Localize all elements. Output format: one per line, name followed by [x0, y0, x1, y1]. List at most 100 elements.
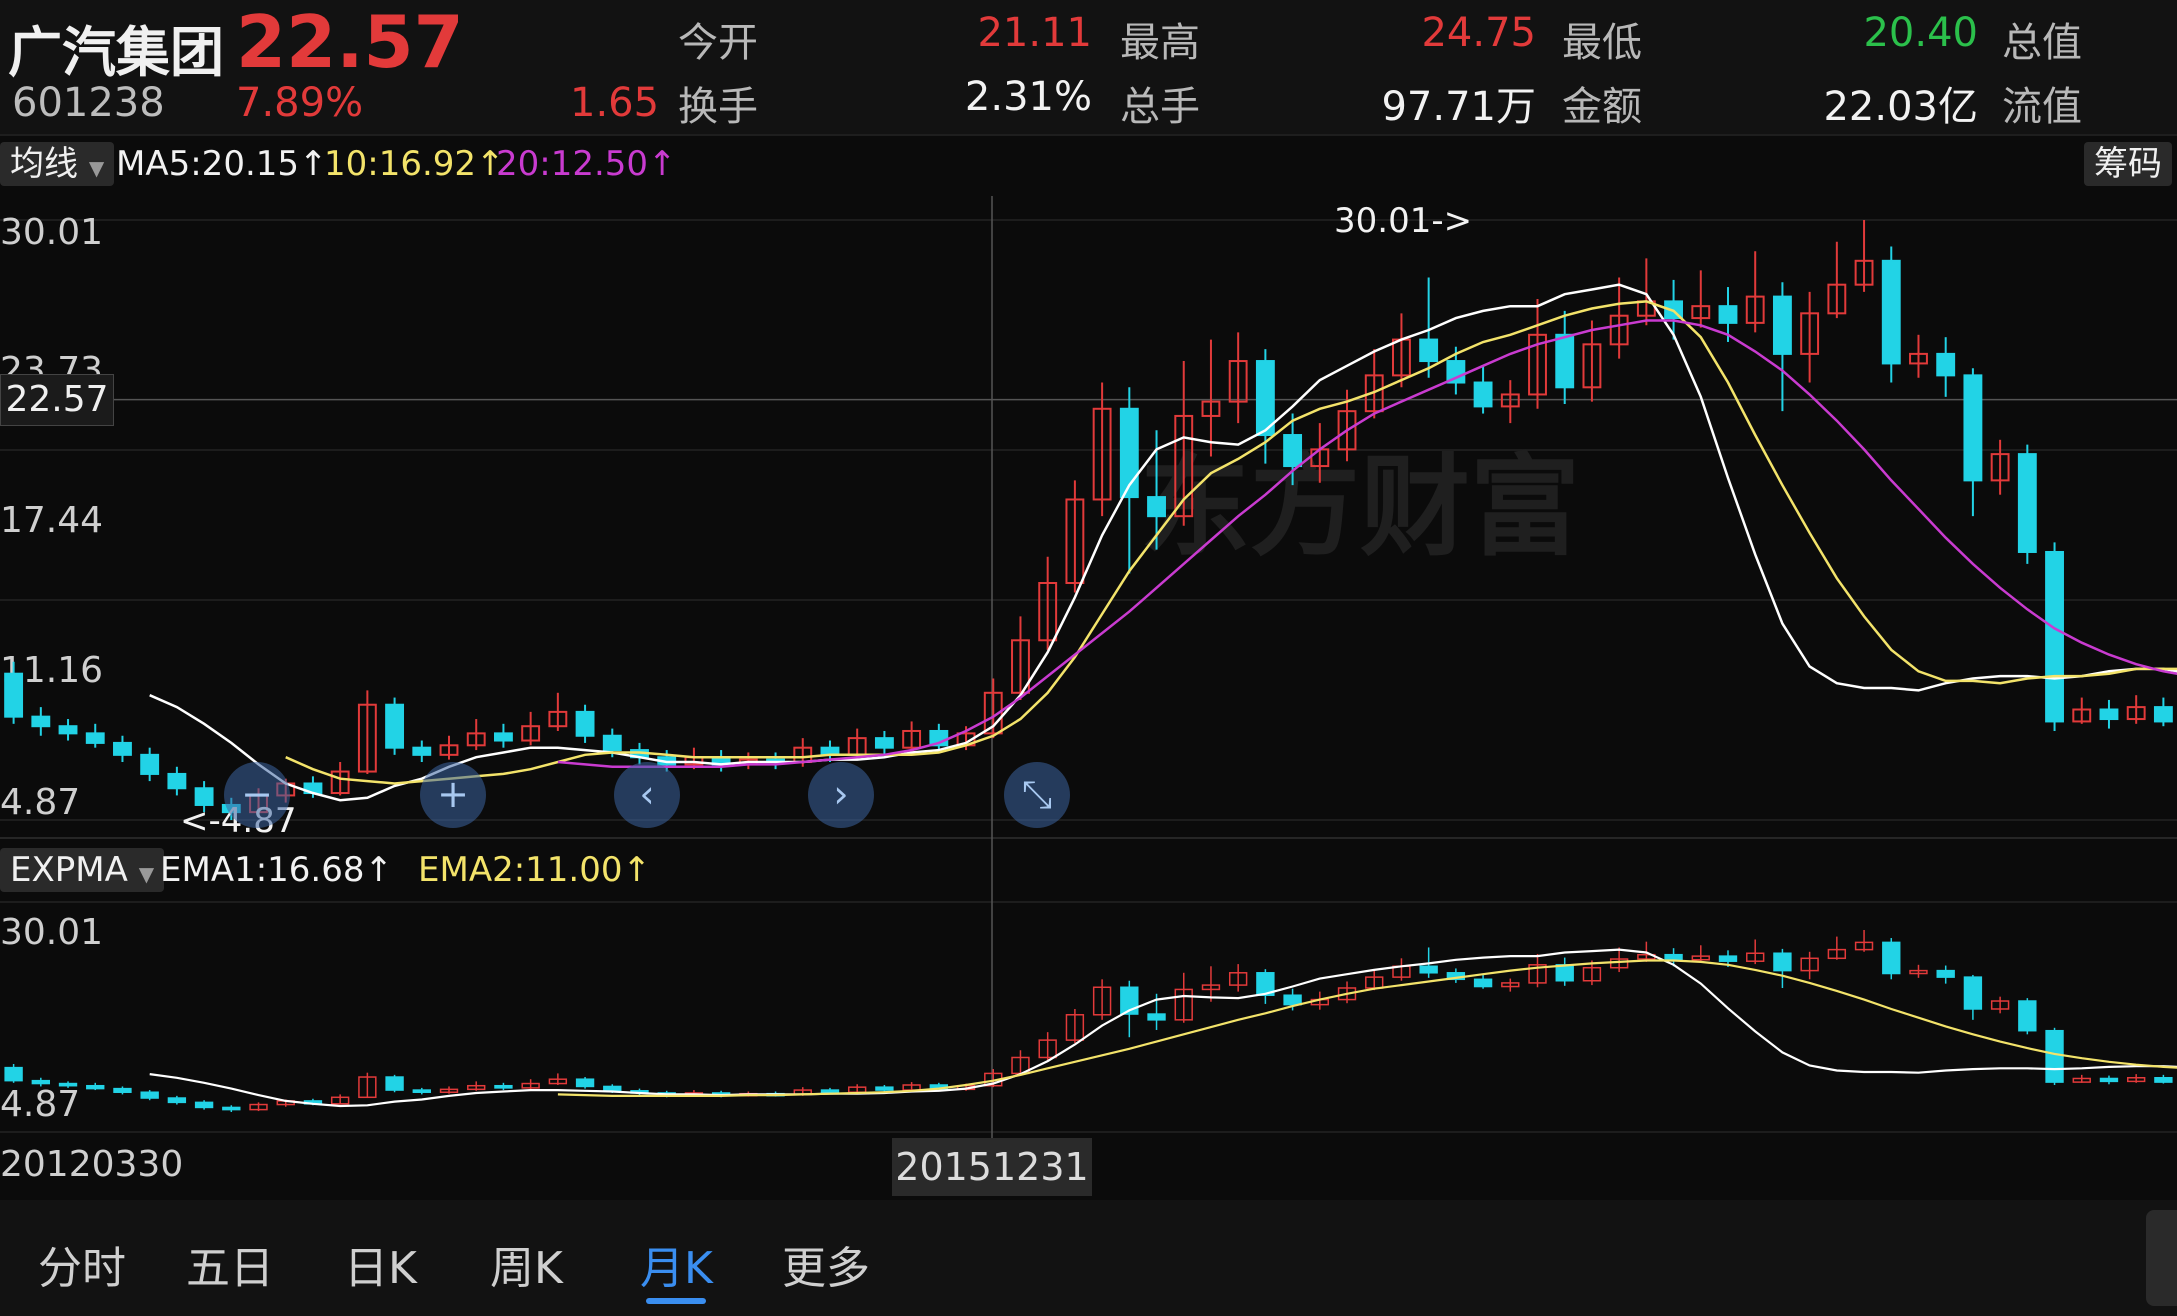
- candle-body: [412, 746, 432, 756]
- float-value-label: 流值: [2002, 84, 2082, 130]
- high-annotation: 30.01->: [1334, 201, 1472, 241]
- sub-candle-body: [548, 1078, 568, 1085]
- shrink-icon[interactable]: ⤡: [1004, 762, 1070, 828]
- sub-candle-body: [167, 1097, 187, 1104]
- candle-body: [1364, 374, 1384, 413]
- chips-button[interactable]: 筹码: [2084, 142, 2172, 186]
- y-tick-label: 4.87: [0, 782, 80, 823]
- candle-body: [1201, 400, 1221, 417]
- ema1-legend: EMA1:16.68↑: [160, 850, 393, 890]
- sub-candle-body: [330, 1096, 350, 1105]
- stock-code: 601238: [12, 80, 165, 126]
- sub-candle-body: [439, 1088, 459, 1093]
- sub-candle-body: [358, 1076, 377, 1099]
- minus-icon[interactable]: −: [224, 762, 290, 828]
- ma-line-ma20: [557, 319, 2177, 769]
- sub-candle-body: [1337, 987, 1357, 1001]
- low-label: 最低: [1562, 20, 1642, 66]
- period-tabs: [0, 1200, 2177, 1316]
- high-value: 24.75: [1421, 10, 1536, 56]
- candle-body: [1609, 314, 1629, 346]
- candle-body: [1500, 393, 1520, 408]
- plus-icon[interactable]: +: [420, 762, 486, 828]
- candle-body: [113, 741, 132, 756]
- sub-candle-body: [521, 1082, 540, 1089]
- sub-y-tick-label: 30.01: [0, 912, 103, 953]
- chevron-right-icon[interactable]: ›: [808, 762, 874, 828]
- candle-body: [602, 734, 622, 752]
- candle-body: [548, 710, 568, 728]
- candle-body: [1065, 498, 1085, 585]
- candle-body: [1881, 259, 1901, 365]
- candle-body: [167, 772, 187, 790]
- candle-body: [1990, 453, 2010, 482]
- kline-chart[interactable]: 东方财富30.0123.7317.4411.164.8730.014.8730.…: [0, 0, 2177, 1200]
- ma5-legend: MA5:20.15↑: [116, 144, 328, 184]
- tab-monthly[interactable]: 月K: [640, 1243, 713, 1294]
- sub-candle-body: [575, 1078, 595, 1088]
- sub-candle-body: [1882, 941, 1901, 975]
- stock-name[interactable]: 广汽集团: [8, 21, 224, 84]
- tab-intraday[interactable]: 分时: [38, 1243, 126, 1294]
- candle-body: [31, 715, 51, 728]
- candle-body: [874, 737, 894, 749]
- candle-body: [902, 729, 922, 749]
- sub-candle-body: [194, 1101, 214, 1109]
- sub-candle-body: [467, 1084, 486, 1091]
- sub-candle-body: [1827, 948, 1847, 960]
- tab-weekly[interactable]: 周K: [490, 1243, 563, 1294]
- sub-candle-body: [494, 1084, 513, 1089]
- candle-body: [1038, 582, 1058, 642]
- candle-body: [194, 787, 214, 806]
- sub-candle-body: [1256, 972, 1275, 996]
- candle-body: [1854, 259, 1874, 286]
- candle-body: [1473, 381, 1493, 408]
- candle-body: [1337, 410, 1357, 451]
- sub-indicator-selector[interactable]: EXPMA ▼: [0, 848, 165, 892]
- candle-body: [1936, 352, 1956, 377]
- candle-body: [357, 703, 377, 773]
- sub-candle-body: [1936, 969, 1955, 978]
- candle-body: [58, 725, 78, 735]
- turnover-label: 换手: [678, 84, 758, 130]
- sub-candle-body: [1065, 1014, 1085, 1041]
- panel-handle[interactable]: [2146, 1210, 2177, 1306]
- tab-five-day[interactable]: 五日: [186, 1243, 274, 1294]
- candle-body: [85, 732, 105, 744]
- sub-candle-body: [1092, 986, 1112, 1016]
- sub-candle-body: [140, 1091, 159, 1099]
- candle-body: [385, 703, 405, 749]
- candle-body: [2045, 550, 2064, 723]
- y-tick-label: 30.01: [0, 212, 103, 253]
- candle-body: [2099, 708, 2119, 721]
- candle-body: [521, 725, 541, 742]
- sub-candle-body: [1582, 966, 1602, 982]
- sub-candle-body: [1038, 1039, 1057, 1059]
- high-label: 最高: [1120, 20, 1200, 66]
- candle-body: [1174, 414, 1194, 518]
- sub-candle-body: [603, 1085, 622, 1092]
- sub-candle-body: [1528, 964, 1547, 984]
- last-price: 22.57: [236, 0, 464, 84]
- tab-daily[interactable]: 日K: [344, 1243, 417, 1294]
- sub-candle-body: [820, 1089, 840, 1093]
- active-tab-indicator: [646, 1298, 706, 1304]
- sub-candle-body: [412, 1089, 431, 1093]
- candle-body: [2072, 708, 2092, 723]
- sub-candle-body: [2045, 1029, 2064, 1083]
- sub-candle-body: [1773, 952, 1792, 972]
- tab-more[interactable]: 更多: [782, 1243, 870, 1294]
- candle-body: [493, 732, 513, 742]
- ma10-legend: 10:16.92↑: [324, 144, 505, 184]
- ma20-legend: 20:12.50↑: [496, 144, 677, 184]
- sub-candle-body: [1228, 972, 1248, 986]
- indicator-selector[interactable]: 均线 ▼: [0, 142, 115, 186]
- chevron-left-icon[interactable]: ‹: [614, 762, 680, 828]
- sub-candle-body: [1990, 1000, 2010, 1010]
- candle-body: [1119, 407, 1139, 499]
- sub-candle-body: [222, 1106, 241, 1111]
- sub-y-tick-label: 4.87: [0, 1084, 80, 1125]
- y-tick-label: 17.44: [0, 500, 103, 541]
- candle-body: [466, 732, 486, 747]
- sub-candle-body: [4, 1066, 23, 1082]
